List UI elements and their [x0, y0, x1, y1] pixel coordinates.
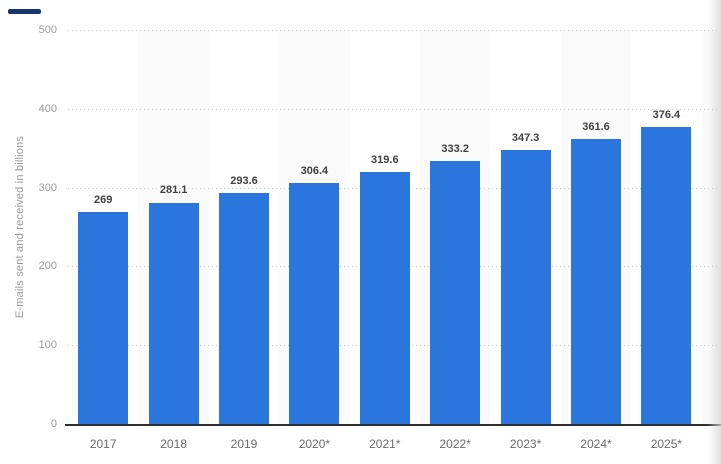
x-tick-label: 2025*	[650, 437, 683, 451]
bar-2025*[interactable]	[641, 127, 692, 424]
x-axis-line	[65, 424, 721, 426]
bar-value-label: 319.6	[371, 154, 399, 167]
bar-value-label: 269	[94, 194, 113, 207]
x-tick-label: 2023*	[509, 437, 542, 451]
bar-2020*[interactable]	[289, 182, 340, 424]
bar-value-label: 306.4	[300, 164, 329, 177]
bar-2023*[interactable]	[500, 150, 551, 424]
bar-2024*[interactable]	[571, 139, 621, 424]
x-tick-label: 2024*	[580, 437, 612, 451]
x-axis-tick-labels: 2017 2018 2019 2020* 2021* 2022* 2023* 2024* 202…	[68, 437, 721, 453]
y-tick-label: 400	[38, 102, 57, 115]
y-axis-tick-labels: 0 100 200 300 400 500	[0, 0, 57, 464]
bar-value-label: 333.2	[441, 143, 469, 156]
plot-area: 269 281.1 293.6 306.4 319.6 333.2 347.3 361.6 37…	[68, 30, 721, 424]
bar-2022*[interactable]	[430, 161, 481, 424]
y-tick-label: 500	[38, 24, 57, 36]
y-tick-label: 0	[50, 418, 57, 430]
x-tick-label: 2020*	[298, 437, 331, 451]
bar-2021*[interactable]	[359, 172, 410, 424]
bar-2019[interactable]	[219, 192, 269, 424]
gridline	[68, 108, 721, 110]
x-tick-label: 2018	[160, 437, 187, 451]
bar-value-label: 281.1	[159, 184, 188, 197]
x-tick-label: 2019	[230, 437, 258, 451]
cut-off-ui-fragment	[8, 9, 41, 14]
bar-2017[interactable]	[78, 212, 129, 424]
column-stripe	[701, 30, 721, 424]
bar-value-label: 293.6	[230, 174, 258, 187]
y-tick-label: 300	[38, 181, 57, 194]
x-tick-label: 2021*	[369, 437, 401, 451]
x-tick-label: 2022*	[439, 437, 471, 451]
bar-value-label: 347.3	[511, 132, 540, 145]
y-tick-label: 200	[38, 260, 57, 273]
bar-2018[interactable]	[148, 202, 199, 424]
y-tick-label: 100	[38, 339, 57, 352]
bar-value-label: 361.6	[582, 121, 610, 134]
gridline	[68, 30, 721, 31]
x-tick-label: 2017	[89, 437, 117, 451]
bar-value-label: 376.4	[652, 109, 681, 122]
